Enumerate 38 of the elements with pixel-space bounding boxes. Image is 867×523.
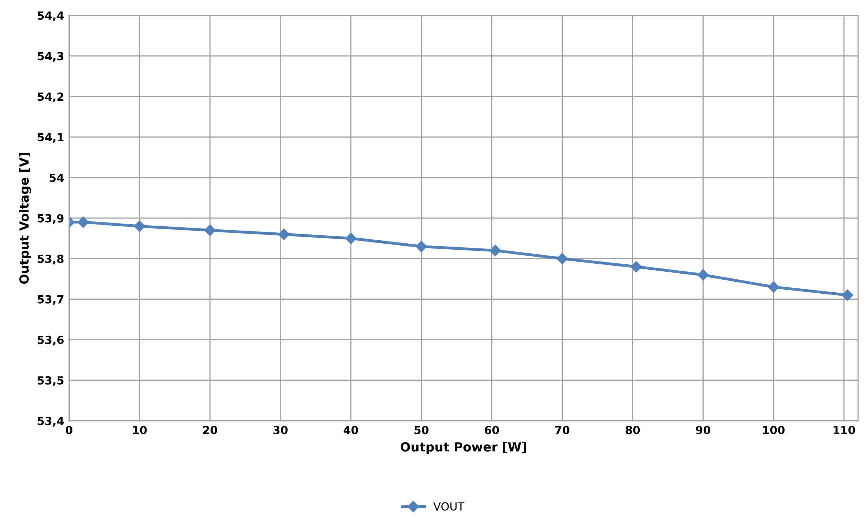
y-tick-label: 53,9	[38, 214, 64, 224]
y-tick-label: 53,7	[38, 295, 64, 306]
point	[556, 253, 568, 264]
point	[490, 245, 502, 256]
point	[630, 261, 642, 273]
x-tick-label: 60	[484, 426, 500, 434]
x-tick-label: 90	[696, 426, 711, 434]
y-tick-label: 54,2	[38, 92, 64, 103]
y-tick-label: 53,4	[38, 416, 64, 427]
x-tick-label: 10	[133, 426, 148, 434]
point	[346, 233, 357, 244]
point	[698, 269, 709, 281]
x-tick-label: 80	[626, 426, 640, 434]
y-tick-label: 53,6	[38, 336, 64, 346]
y-tick-label: 53,8	[38, 254, 64, 265]
y-tick-label: 54,4	[38, 12, 64, 22]
legend-label: VOUT	[434, 502, 465, 511]
y-tick-label: 54,1	[38, 133, 64, 144]
point	[842, 290, 854, 301]
x-axis-title: Output Power [W]	[400, 442, 526, 454]
x-tick-label: 20	[203, 426, 218, 434]
point	[204, 224, 216, 236]
y-tick-label: 54	[50, 174, 64, 182]
point	[78, 216, 90, 228]
point	[416, 241, 428, 252]
x-tick-label: 40	[344, 426, 358, 434]
x-tick-label: 30	[274, 426, 288, 434]
x-tick-label: 110	[834, 426, 856, 434]
point	[768, 282, 780, 293]
x-tick-label: 100	[763, 426, 785, 434]
x-tick-label: 70	[555, 426, 570, 434]
point	[134, 220, 146, 232]
x-tick-label: 0	[66, 426, 73, 434]
y-axis-title: Output Voltage [V]	[19, 153, 32, 284]
point	[278, 228, 290, 240]
y-tick-label: 54,3	[38, 52, 64, 62]
x-tick-label: 50	[414, 426, 429, 434]
y-tick-label: 53,5	[38, 376, 64, 386]
